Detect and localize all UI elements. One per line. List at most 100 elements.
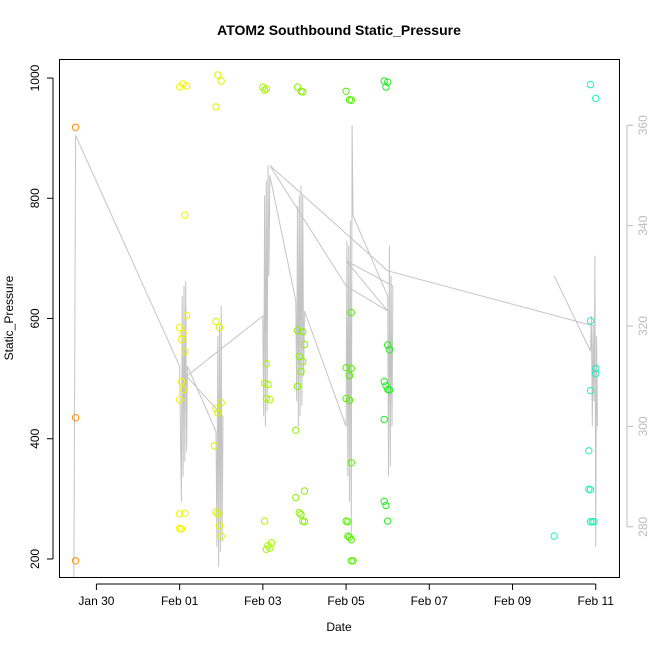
y-axis-label: Static_Pressure [2,275,16,360]
data-point [295,509,303,517]
x-axis-label: Date [326,620,352,634]
data-point [349,557,357,565]
data-point [295,352,303,361]
data-point [297,367,305,376]
data-point [217,77,225,85]
data-point [384,78,392,86]
y-tick-label-left: 800 [28,188,42,208]
series-line [73,125,595,578]
data-point [385,346,394,354]
data-point [382,83,390,91]
data-point [212,103,220,111]
data-point [380,415,388,424]
y-tick-label-left: 600 [28,308,42,328]
x-tick-label: Feb 11 [577,594,614,608]
data-point [347,96,355,105]
data-point [175,323,184,332]
data-point [342,87,350,96]
x-tick-label: Feb 09 [494,594,532,608]
axes: Jan 30 Feb 01 Feb 03 Feb 05 Feb 07 Feb 09 Feb … [28,64,650,608]
data-point [217,399,225,407]
data-point [179,385,187,394]
y-tick-label-left: 200 [28,549,42,569]
data-point [212,317,220,326]
data-point [380,497,388,505]
data-point [177,377,186,386]
data-point [266,396,274,404]
x-tick-label: Feb 03 [244,594,282,608]
y-tick-label-left: 1000 [28,64,42,91]
data-point [344,518,352,526]
data-point [292,493,300,502]
plot-points [71,71,600,565]
data-point [262,359,270,368]
data-point [71,414,80,422]
data-point [215,323,224,332]
data-point [177,335,186,344]
data-point [181,347,189,356]
data-point [212,508,220,516]
x-tick-label: Feb 05 [327,594,365,608]
data-point [585,447,593,455]
data-point [342,364,350,372]
data-point [586,486,595,494]
data-point [345,371,354,380]
data-point [260,517,269,525]
data-point [210,442,219,450]
data-point [380,377,388,386]
data-point [293,382,302,391]
data-point [347,364,355,373]
data-point [586,386,595,395]
data-point [550,532,558,540]
data-point [292,426,300,434]
data-point [214,409,222,417]
data-point [179,80,187,88]
plot-lines [73,125,598,578]
data-point [217,532,225,540]
data-point [590,518,598,526]
data-point [182,82,191,90]
data-point [300,487,309,495]
data-point [293,83,302,91]
data-point [347,459,355,467]
data-point [592,370,600,378]
y-tick-label-right: 340 [636,215,650,235]
data-point [382,501,390,510]
chart-title: ATOM2 Southbound Static_Pressure [217,22,461,38]
data-point [181,211,189,219]
data-point [260,379,269,388]
data-point [215,522,224,530]
data-point [214,510,222,518]
data-point [592,364,600,373]
data-point [300,340,309,349]
data-point [299,88,307,96]
y-tick-label-right: 360 [636,115,650,135]
data-point [592,94,600,103]
data-point [177,525,186,533]
data-point [299,328,307,336]
data-point [586,317,595,325]
y-tick-label-right: 280 [636,516,650,536]
data-point [262,394,270,403]
data-point [212,405,220,413]
data-point [71,123,80,132]
data-point [347,308,355,317]
data-point [384,517,392,525]
data-point [262,545,270,553]
data-point [264,380,272,389]
data-point [175,510,184,518]
data-point [181,509,189,517]
y-tick-label-left: 400 [28,428,42,448]
data-point [345,533,354,541]
y-tick-label-right: 300 [636,416,650,436]
series-line [553,255,598,547]
data-point [300,518,309,526]
data-point [266,544,274,552]
x-tick-label: Feb 01 [161,594,199,608]
data-point [214,71,222,79]
data-point [260,86,269,94]
x-tick-label: Feb 07 [411,594,449,608]
data-point [182,311,191,320]
data-point [297,510,305,519]
